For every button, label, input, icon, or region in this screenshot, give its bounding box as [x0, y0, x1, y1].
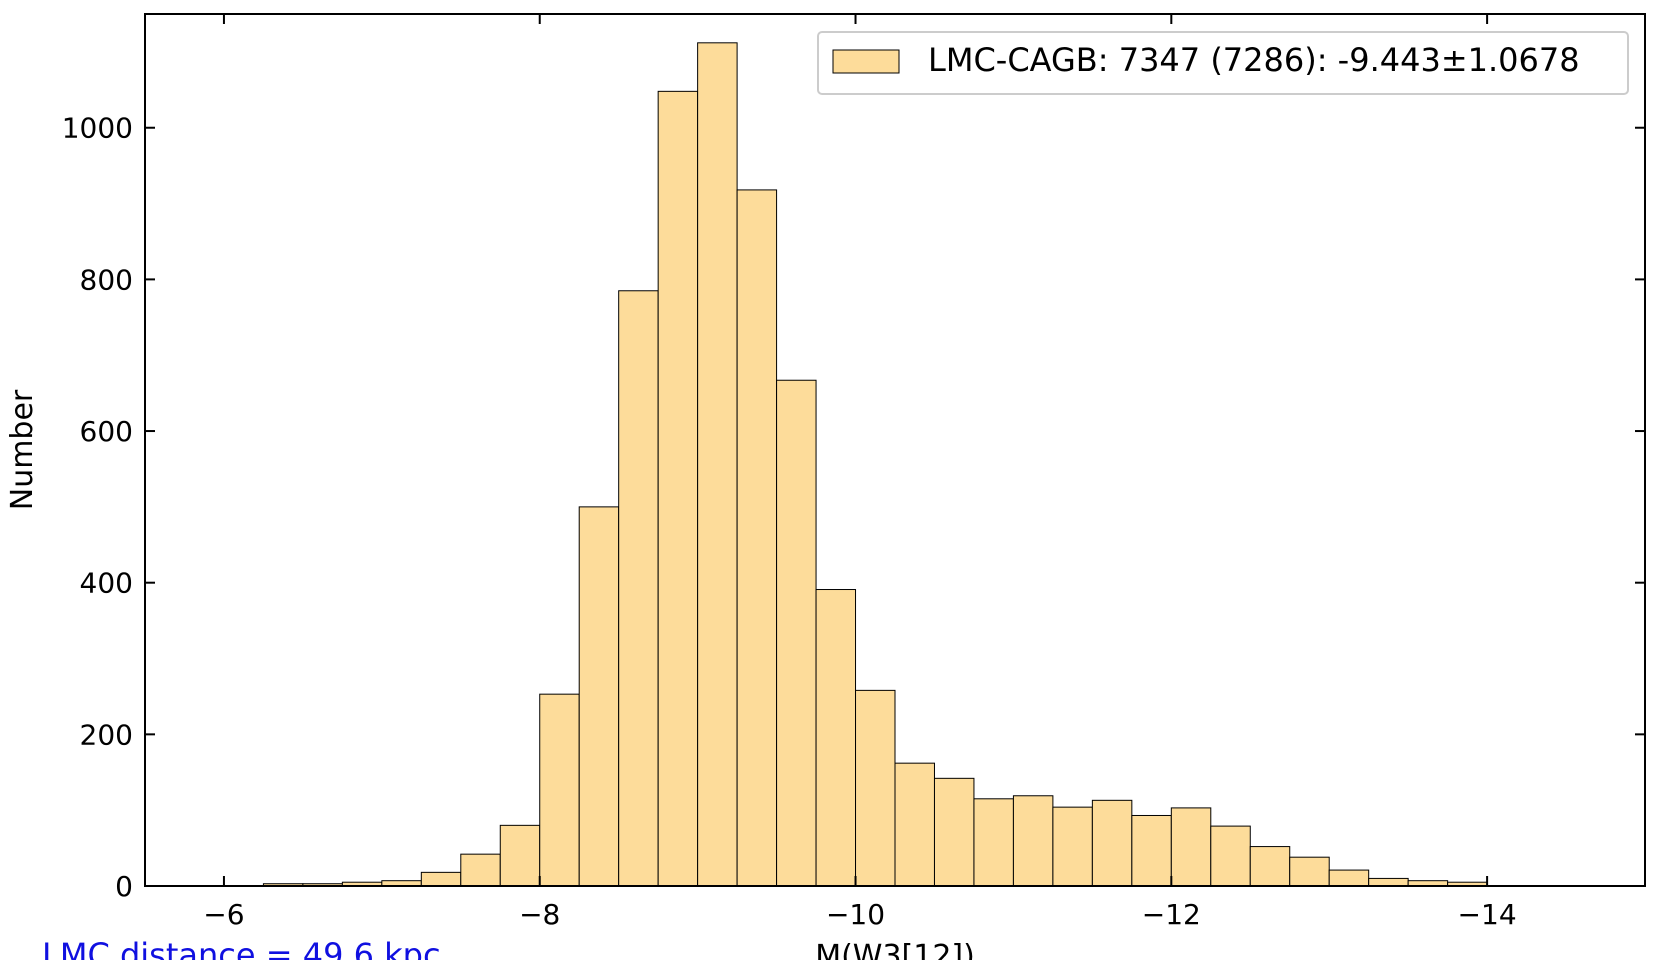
histogram-bar	[776, 379, 817, 887]
histogram-bar	[1131, 814, 1172, 887]
histogram-bar	[657, 90, 699, 887]
y-tick-label: 200	[80, 718, 133, 751]
y-axis-label: Number	[5, 389, 40, 510]
x-tick-label: −10	[826, 898, 885, 931]
x-tick-label: −12	[1142, 898, 1201, 931]
x-tick-label: −6	[203, 898, 244, 931]
histogram-bar	[894, 762, 935, 887]
histogram-bar	[736, 189, 778, 887]
histogram-bar	[973, 798, 1014, 887]
histogram-bar	[1368, 877, 1409, 887]
histogram-bar	[499, 824, 541, 887]
legend-swatch	[832, 49, 900, 74]
plot-frame	[144, 13, 1646, 887]
x-tick-label: −8	[519, 898, 560, 931]
histogram-bar	[1210, 825, 1251, 887]
histogram-bar	[855, 689, 896, 887]
histogram-bar	[618, 290, 659, 887]
bars-group	[262, 42, 1488, 887]
y-tick-label: 600	[80, 415, 133, 448]
y-ticks: 0 200 400 600 800 1000	[62, 112, 1645, 903]
y-tick-label: 800	[80, 263, 133, 296]
histogram-bar	[1328, 869, 1370, 887]
histogram-bar	[697, 42, 738, 887]
x-tick-label: −14	[1458, 898, 1517, 931]
legend-label: LMC-CAGB: 7347 (7286): -9.443±1.0678	[928, 41, 1580, 79]
histogram-bar	[420, 871, 462, 887]
histogram-bar	[933, 777, 975, 887]
histogram-bar	[1052, 806, 1093, 887]
histogram-bar	[578, 506, 620, 887]
histogram-bar	[539, 693, 580, 887]
x-ticks: −6 −8 −10 −12 −14	[203, 14, 1517, 931]
histogram-bar	[1012, 795, 1054, 887]
legend-box	[817, 31, 1629, 95]
histogram-bar	[1091, 799, 1133, 887]
histogram-bar	[1289, 856, 1330, 887]
histogram-bar	[1249, 846, 1291, 887]
y-tick-label: 1000	[62, 112, 133, 145]
y-tick-label: 0	[115, 870, 133, 903]
histogram-bar	[460, 853, 501, 887]
y-tick-label: 400	[80, 567, 133, 600]
histogram-bar	[815, 589, 857, 887]
legend: LMC-CAGB: 7347 (7286): -9.443±1.0678	[817, 31, 1629, 95]
histogram-bar	[1170, 807, 1212, 887]
x-axis-label: M(W3[12])	[815, 939, 975, 960]
distance-annotation: LMC distance = 49.6 kpc	[42, 936, 441, 960]
